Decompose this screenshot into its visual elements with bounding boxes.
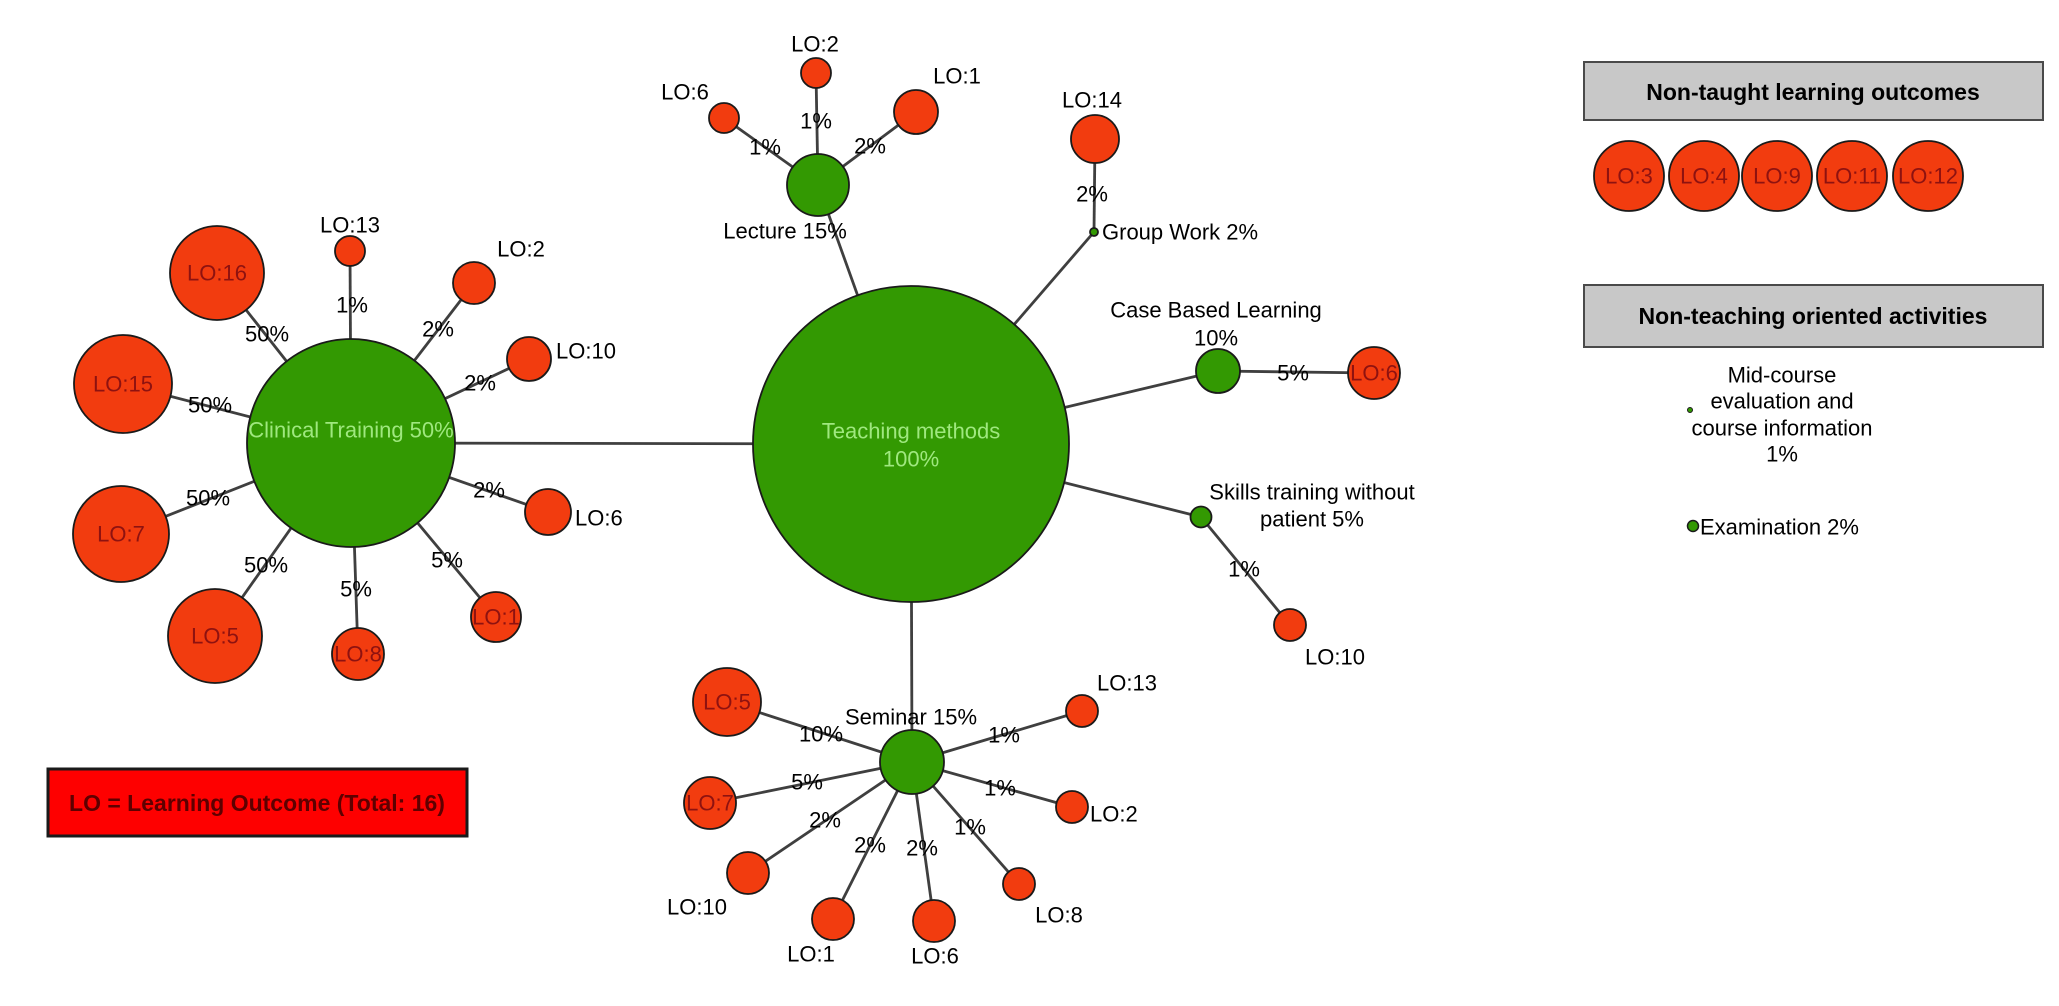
- svg-text:1%: 1%: [749, 135, 781, 160]
- svg-text:2%: 2%: [1076, 182, 1108, 207]
- svg-text:LO:7: LO:7: [97, 522, 145, 547]
- svg-text:2%: 2%: [464, 371, 496, 396]
- svg-text:1%: 1%: [954, 815, 986, 840]
- svg-text:LO:5: LO:5: [191, 624, 239, 649]
- svg-text:LO:3: LO:3: [1605, 164, 1653, 189]
- svg-text:LO:4: LO:4: [1680, 164, 1728, 189]
- svg-text:10%: 10%: [1194, 326, 1238, 351]
- svg-text:1%: 1%: [1766, 442, 1798, 467]
- svg-text:LO:2: LO:2: [1090, 802, 1138, 827]
- svg-text:1%: 1%: [984, 776, 1016, 801]
- svg-text:50%: 50%: [186, 486, 230, 511]
- svg-text:LO:10: LO:10: [1305, 645, 1365, 670]
- svg-text:Non-teaching oriented activiti: Non-teaching oriented activities: [1639, 303, 1988, 329]
- svg-text:2%: 2%: [854, 134, 886, 159]
- svg-text:LO:6: LO:6: [575, 506, 623, 531]
- svg-text:LO = Learning Outcome (Total:: LO = Learning Outcome (Total: 16): [69, 790, 445, 816]
- svg-text:5%: 5%: [1277, 361, 1309, 386]
- svg-text:LO:6: LO:6: [911, 944, 959, 969]
- svg-text:Lecture 15%: Lecture 15%: [723, 219, 847, 244]
- svg-text:100%: 100%: [883, 447, 939, 472]
- svg-text:LO:7: LO:7: [686, 791, 734, 816]
- svg-text:1%: 1%: [800, 109, 832, 134]
- svg-text:Examination 2%: Examination 2%: [1700, 515, 1859, 540]
- svg-text:LO:13: LO:13: [320, 213, 380, 238]
- svg-text:Teaching methods: Teaching methods: [822, 419, 1001, 444]
- svg-text:Group Work 2%: Group Work 2%: [1102, 220, 1258, 245]
- svg-text:Non-taught learning outcomes: Non-taught learning outcomes: [1646, 79, 1980, 105]
- svg-text:5%: 5%: [791, 770, 823, 795]
- svg-text:Skills training without: Skills training without: [1209, 480, 1414, 505]
- svg-text:50%: 50%: [244, 553, 288, 578]
- svg-text:LO:2: LO:2: [791, 32, 839, 57]
- svg-text:LO:2: LO:2: [497, 237, 545, 262]
- svg-text:2%: 2%: [422, 317, 454, 342]
- svg-text:LO:1: LO:1: [472, 605, 520, 630]
- svg-text:1%: 1%: [1228, 557, 1260, 582]
- svg-text:LO:6: LO:6: [661, 80, 709, 105]
- svg-text:Mid-course: Mid-course: [1728, 363, 1837, 388]
- svg-text:LO:10: LO:10: [556, 339, 616, 364]
- svg-text:LO:8: LO:8: [334, 642, 382, 667]
- svg-text:50%: 50%: [245, 322, 289, 347]
- svg-text:evaluation and: evaluation and: [1710, 389, 1853, 414]
- svg-text:10%: 10%: [799, 722, 843, 747]
- svg-text:LO:10: LO:10: [667, 895, 727, 920]
- svg-text:LO:13: LO:13: [1097, 671, 1157, 696]
- svg-text:Case Based Learning: Case Based Learning: [1110, 298, 1322, 323]
- svg-text:LO:16: LO:16: [187, 261, 247, 286]
- svg-text:Seminar 15%: Seminar 15%: [845, 705, 977, 730]
- svg-text:LO:14: LO:14: [1062, 88, 1122, 113]
- svg-text:LO:5: LO:5: [703, 690, 751, 715]
- svg-text:LO:1: LO:1: [933, 64, 981, 89]
- svg-text:1%: 1%: [336, 293, 368, 318]
- svg-text:LO:11: LO:11: [1823, 164, 1881, 189]
- svg-text:1%: 1%: [988, 723, 1020, 748]
- svg-text:2%: 2%: [854, 833, 886, 858]
- svg-text:patient 5%: patient 5%: [1260, 507, 1364, 532]
- svg-text:5%: 5%: [431, 548, 463, 573]
- svg-text:course information: course information: [1692, 416, 1873, 441]
- svg-text:2%: 2%: [906, 836, 938, 861]
- svg-text:LO:12: LO:12: [1898, 164, 1958, 189]
- svg-text:LO:15: LO:15: [93, 372, 153, 397]
- svg-text:Clinical Training 50%: Clinical Training 50%: [248, 418, 453, 443]
- svg-text:LO:6: LO:6: [1350, 361, 1398, 386]
- svg-text:LO:9: LO:9: [1753, 164, 1801, 189]
- svg-text:2%: 2%: [473, 478, 505, 503]
- svg-text:LO:8: LO:8: [1035, 903, 1083, 928]
- svg-text:5%: 5%: [340, 577, 372, 602]
- svg-text:2%: 2%: [809, 808, 841, 833]
- svg-text:LO:1: LO:1: [787, 942, 835, 967]
- svg-text:50%: 50%: [188, 393, 232, 418]
